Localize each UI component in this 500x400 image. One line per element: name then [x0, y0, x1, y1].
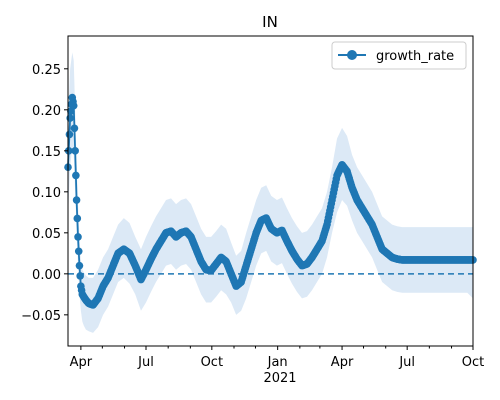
y-tick-label: 0.00: [32, 268, 61, 283]
y-tick-label: 0.25: [32, 63, 61, 78]
data-point: [65, 130, 74, 139]
legend-label-growth-rate: growth_rate: [376, 49, 454, 64]
x-tick-label: Apr: [331, 355, 354, 370]
x-tick-label: Jul: [137, 355, 154, 370]
y-tick-label: 0.15: [32, 145, 61, 160]
x-tick-label: Oct: [462, 355, 484, 370]
confidence-band: [68, 52, 473, 333]
y-tick-label: 0.10: [32, 186, 61, 201]
plot-frame: [67, 35, 474, 347]
data-point: [64, 147, 73, 155]
legend: growth_rate: [331, 41, 467, 70]
data-point: [71, 147, 79, 155]
legend-box: [331, 41, 467, 70]
data-point: [69, 101, 78, 110]
x-tick-label: Jan: [267, 355, 288, 370]
data-point: [66, 114, 74, 122]
x-tick-label: Apr: [70, 355, 93, 370]
data-point: [72, 171, 80, 180]
data-point: [74, 233, 82, 241]
legend-dot-marker: [347, 50, 357, 60]
data-point: [73, 214, 82, 223]
y-axis: −0.05 0.00 0.05 0.10 0.15 0.20 0.25: [21, 63, 68, 324]
data-point: [76, 272, 84, 280]
data-point: [70, 124, 79, 133]
data-point: [74, 247, 83, 256]
x-tick-label: Jul: [398, 355, 415, 370]
data-point: [72, 196, 81, 204]
y-tick-label: −0.05: [21, 309, 61, 324]
x-tick-label: Oct: [201, 355, 223, 370]
x-axis: Apr Jul Oct Jan Apr Jul Oct: [70, 346, 484, 370]
chart-title: IN: [262, 13, 278, 31]
x-year-label: 2021: [263, 371, 296, 386]
y-tick-label: 0.20: [32, 104, 61, 119]
plot-area: [64, 52, 477, 333]
data-point: [75, 261, 84, 270]
y-tick-label: 0.05: [32, 227, 61, 242]
